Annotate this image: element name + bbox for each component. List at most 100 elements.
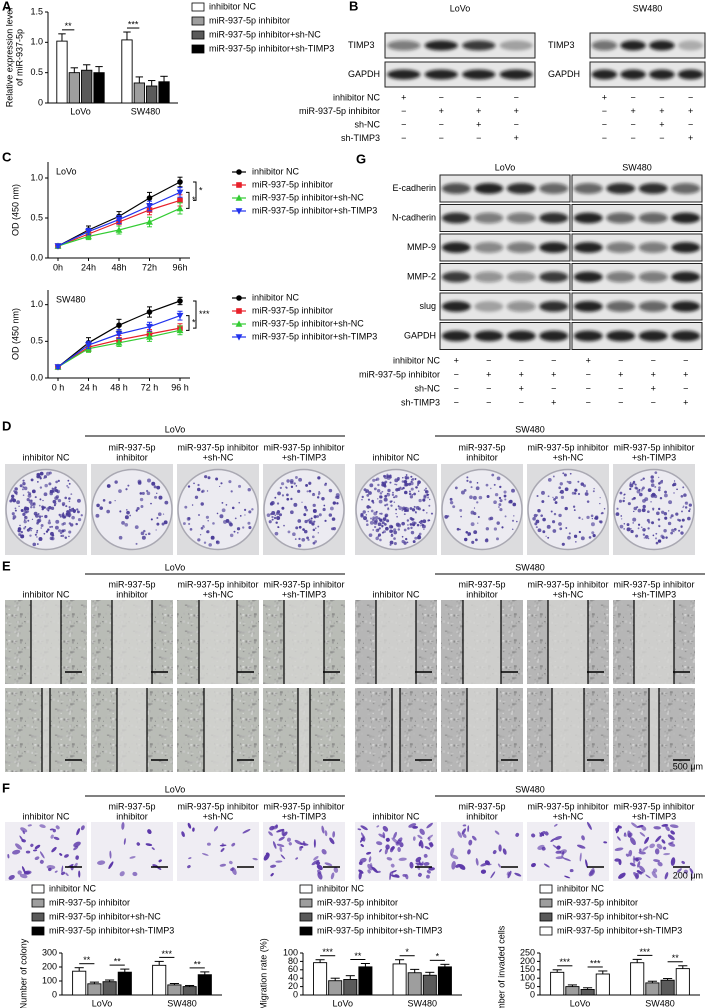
colony — [303, 529, 308, 534]
blot-band — [506, 183, 536, 194]
colony — [221, 501, 224, 504]
y-tick-label: 1.0 — [30, 172, 43, 182]
condition-label: sh-TIMP3 — [401, 397, 440, 407]
blot-band — [671, 271, 701, 283]
chart-label: LoVo — [56, 166, 77, 176]
legend-label: miR-937-5p inhibitor — [317, 897, 398, 907]
wound-gap — [112, 600, 152, 684]
colony — [639, 492, 643, 497]
invaded-cell — [73, 845, 79, 851]
blot-band — [573, 212, 603, 224]
colony — [535, 519, 540, 524]
colony — [64, 496, 67, 500]
colony — [428, 504, 431, 507]
invaded-cell — [376, 825, 380, 828]
blot-band — [606, 301, 636, 312]
blot-title: SW480 — [622, 162, 652, 172]
image-caption: +sh-TIMP3 — [282, 452, 326, 462]
colony — [386, 519, 390, 523]
blot-band — [506, 330, 536, 342]
blot-band — [499, 40, 533, 51]
y-tick-label: 100 — [42, 975, 57, 985]
invaded-cell — [492, 850, 497, 855]
colony — [140, 505, 144, 508]
colony — [651, 521, 655, 525]
invaded-cell — [231, 842, 236, 847]
colony — [658, 488, 661, 492]
invaded-cell — [450, 854, 459, 860]
colony — [184, 505, 188, 509]
invaded-cell — [187, 865, 191, 869]
colony — [553, 497, 556, 501]
colony — [540, 514, 543, 517]
group-title: SW480 — [515, 784, 545, 794]
colony — [632, 517, 637, 522]
significance-label: *** — [128, 19, 139, 29]
condition-sign: − — [586, 397, 591, 407]
colony — [304, 519, 308, 524]
colony — [410, 526, 413, 530]
colony — [670, 514, 674, 518]
colony — [566, 480, 569, 483]
colony — [553, 512, 557, 516]
colony — [559, 527, 563, 531]
colony — [460, 515, 462, 518]
colony — [216, 512, 219, 515]
colony — [281, 494, 285, 497]
colony — [114, 499, 116, 502]
colony — [289, 478, 294, 483]
invaded-cell — [427, 837, 431, 841]
invaded-cell — [408, 823, 417, 828]
invaded-cell — [653, 826, 661, 830]
colony — [247, 521, 251, 525]
colony — [163, 520, 168, 525]
bar — [133, 82, 145, 104]
colony — [627, 502, 631, 506]
colony — [377, 483, 380, 487]
colony — [63, 515, 67, 519]
colony — [552, 529, 557, 533]
colony — [515, 520, 518, 523]
invaded-cell — [537, 844, 545, 850]
image-caption: inhibitor — [466, 811, 498, 821]
colony — [317, 532, 319, 534]
significance-label: * — [436, 952, 440, 962]
y-tick-label: 60 — [288, 964, 298, 974]
legend-label: inhibitor NC — [49, 883, 97, 893]
blot-band — [573, 271, 603, 283]
significance-label: ** — [194, 959, 202, 969]
wound-gap — [392, 688, 400, 772]
condition-sign: − — [618, 383, 623, 393]
invaded-cell — [569, 869, 574, 873]
invaded-cell — [53, 836, 60, 841]
colony — [375, 528, 380, 533]
colony — [39, 477, 42, 480]
image-caption: inhibitor NC — [372, 452, 420, 462]
legend-label: inhibitor NC — [209, 1, 257, 11]
y-tick-label: 100 — [520, 973, 535, 983]
colony — [36, 529, 39, 532]
colony — [466, 476, 469, 479]
colony — [316, 515, 319, 518]
colony — [368, 533, 373, 538]
blot-band — [671, 212, 701, 224]
image-caption: +sh-NC — [553, 811, 584, 821]
colony — [413, 492, 416, 496]
invaded-cell — [311, 859, 320, 866]
colony — [588, 536, 592, 539]
invaded-cell — [424, 846, 431, 850]
invaded-cell — [669, 824, 679, 829]
colony — [623, 528, 625, 530]
colony — [477, 516, 480, 519]
significance-bracket — [186, 315, 190, 331]
colony — [298, 525, 302, 529]
colony — [402, 477, 404, 479]
invaded-cell — [397, 846, 401, 853]
colony — [71, 515, 75, 520]
condition-sign: − — [551, 383, 556, 393]
colony — [578, 516, 581, 520]
marker — [54, 364, 62, 371]
colony — [592, 534, 596, 538]
colony — [55, 480, 58, 484]
legend-swatch — [299, 884, 313, 894]
